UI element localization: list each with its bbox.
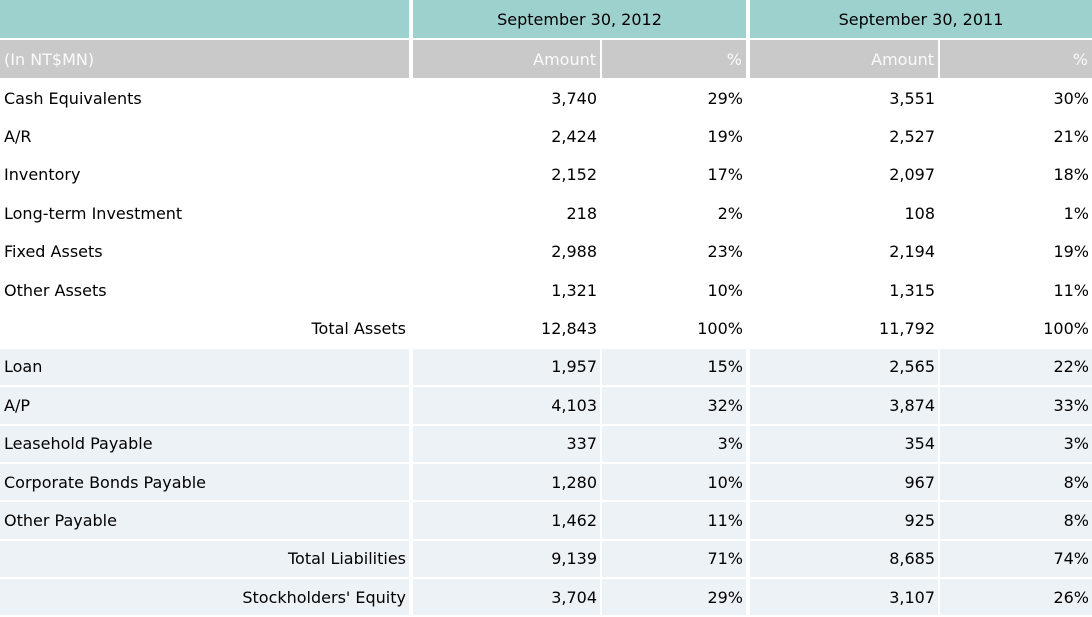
table-row: Inventory 2,152 17% 2,097 18% <box>0 156 1092 196</box>
subheader-row: (In NT$MN) Amount % Amount % <box>0 40 1092 80</box>
amount-2011: 2,527 <box>750 118 940 157</box>
amount-2011: 3,107 <box>750 579 940 617</box>
row-label: Total Assets <box>0 310 413 349</box>
percent-2012: 15% <box>602 348 750 388</box>
table-row: Total Assets 12,843 100% 11,792 100% <box>0 310 1092 349</box>
amount-2011: 1,315 <box>750 271 940 311</box>
amount-2012: 1,462 <box>413 502 602 541</box>
row-label: Leasehold Payable <box>0 425 413 464</box>
table-body: Cash Equivalents 3,740 29% 3,551 30% A/R 2,424… <box>0 80 1092 617</box>
percent-2011: 21% <box>940 118 1092 157</box>
percent-header-2011: % <box>940 40 1092 80</box>
percent-2012: 32% <box>602 387 750 426</box>
period-header-row: September 30, 2012 September 30, 2011 <box>0 0 1092 40</box>
table-row: Fixed Assets 2,988 23% 2,194 19% <box>0 233 1092 272</box>
amount-2011: 108 <box>750 195 940 234</box>
percent-2011: 18% <box>940 156 1092 196</box>
amount-2012: 12,843 <box>413 310 602 349</box>
amount-2012: 4,103 <box>413 387 602 426</box>
table-row: Other Payable 1,462 11% 925 8% <box>0 502 1092 541</box>
percent-2012: 11% <box>602 502 750 541</box>
amount-2012: 1,957 <box>413 348 602 388</box>
row-label: Corporate Bonds Payable <box>0 463 413 503</box>
row-label: A/P <box>0 387 413 426</box>
amount-2012: 9,139 <box>413 540 602 580</box>
table-row: Long-term Investment 218 2% 108 1% <box>0 195 1092 234</box>
row-label: Other Assets <box>0 271 413 311</box>
unit-label: (In NT$MN) <box>0 40 413 80</box>
amount-2011: 3,551 <box>750 80 940 119</box>
amount-header-2011: Amount <box>750 40 940 80</box>
row-label: Loan <box>0 348 413 388</box>
percent-2011: 26% <box>940 579 1092 617</box>
amount-2011: 2,194 <box>750 233 940 272</box>
percent-2011: 3% <box>940 425 1092 464</box>
row-label: Other Payable <box>0 502 413 541</box>
amount-2012: 218 <box>413 195 602 234</box>
percent-2012: 23% <box>602 233 750 272</box>
percent-2012: 2% <box>602 195 750 234</box>
amount-2012: 337 <box>413 425 602 464</box>
row-label: Stockholders' Equity <box>0 579 413 617</box>
amount-2011: 3,874 <box>750 387 940 426</box>
amount-2011: 925 <box>750 502 940 541</box>
percent-2012: 71% <box>602 540 750 580</box>
percent-2011: 8% <box>940 502 1092 541</box>
percent-2012: 10% <box>602 271 750 311</box>
amount-2012: 2,152 <box>413 156 602 196</box>
amount-2012: 2,424 <box>413 118 602 157</box>
amount-2011: 354 <box>750 425 940 464</box>
amount-header-2012: Amount <box>413 40 602 80</box>
percent-2012: 19% <box>602 118 750 157</box>
percent-2011: 30% <box>940 80 1092 119</box>
percent-2012: 29% <box>602 579 750 617</box>
row-label: Inventory <box>0 156 413 196</box>
amount-2011: 8,685 <box>750 540 940 580</box>
table-header: September 30, 2012 September 30, 2011 (I… <box>0 0 1092 80</box>
amount-2012: 1,280 <box>413 463 602 503</box>
percent-2012: 10% <box>602 463 750 503</box>
percent-2012: 29% <box>602 80 750 119</box>
percent-2011: 1% <box>940 195 1092 234</box>
table-row: A/R 2,424 19% 2,527 21% <box>0 118 1092 157</box>
amount-2012: 3,704 <box>413 579 602 617</box>
percent-2011: 74% <box>940 540 1092 580</box>
amount-2011: 2,097 <box>750 156 940 196</box>
amount-2011: 11,792 <box>750 310 940 349</box>
table-row: Loan 1,957 15% 2,565 22% <box>0 348 1092 388</box>
percent-2012: 100% <box>602 310 750 349</box>
amount-2011: 967 <box>750 463 940 503</box>
amount-2011: 2,565 <box>750 348 940 388</box>
corner-cell <box>0 0 413 40</box>
percent-2011: 11% <box>940 271 1092 311</box>
percent-2012: 17% <box>602 156 750 196</box>
table-row: Total Liabilities 9,139 71% 8,685 74% <box>0 540 1092 580</box>
row-label: A/R <box>0 118 413 157</box>
table-row: Leasehold Payable 337 3% 354 3% <box>0 425 1092 464</box>
row-label: Fixed Assets <box>0 233 413 272</box>
table-row: A/P 4,103 32% 3,874 33% <box>0 387 1092 426</box>
amount-2012: 2,988 <box>413 233 602 272</box>
percent-2011: 19% <box>940 233 1092 272</box>
percent-2011: 22% <box>940 348 1092 388</box>
percent-2012: 3% <box>602 425 750 464</box>
row-label: Cash Equivalents <box>0 80 413 119</box>
column-group-2011: September 30, 2011 <box>750 0 1092 40</box>
table-row: Corporate Bonds Payable 1,280 10% 967 8% <box>0 463 1092 503</box>
table-row: Stockholders' Equity 3,704 29% 3,107 26% <box>0 579 1092 617</box>
table-row: Cash Equivalents 3,740 29% 3,551 30% <box>0 80 1092 119</box>
column-group-2012: September 30, 2012 <box>413 0 750 40</box>
percent-2011: 100% <box>940 310 1092 349</box>
table-row: Other Assets 1,321 10% 1,315 11% <box>0 271 1092 311</box>
row-label: Long-term Investment <box>0 195 413 234</box>
amount-2012: 1,321 <box>413 271 602 311</box>
percent-2011: 33% <box>940 387 1092 426</box>
amount-2012: 3,740 <box>413 80 602 119</box>
row-label: Total Liabilities <box>0 540 413 580</box>
percent-2011: 8% <box>940 463 1092 503</box>
percent-header-2012: % <box>602 40 750 80</box>
